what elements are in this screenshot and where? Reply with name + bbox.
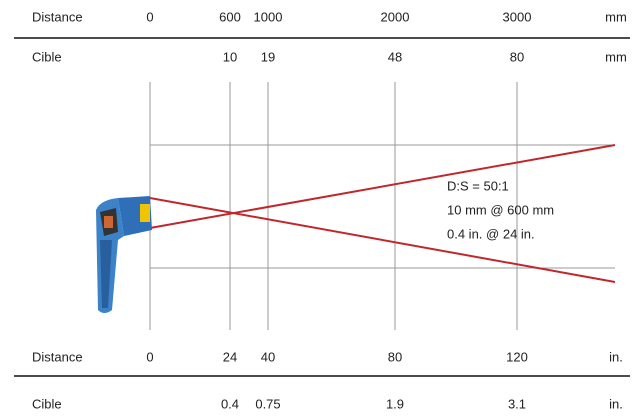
scale-value: 3.1 [508,396,526,411]
unit: mm [605,49,627,64]
scale-value: 48 [388,49,402,64]
scale-value: 1000 [254,9,283,24]
beam-edge [149,197,616,283]
scale-value: 120 [506,349,528,364]
row-label: Cible [32,49,62,64]
annotation: D:S = 50:1 [447,178,509,193]
scale-value: 80 [510,49,524,64]
annotation: 10 mm @ 600 mm [447,202,554,217]
unit: mm [605,9,627,24]
scale-value: 1.9 [386,396,404,411]
scale-value: 0 [146,9,153,24]
beam-edge [149,144,616,229]
row-label: Distance [32,9,83,24]
scale-value: 0.4 [221,396,239,411]
scale-value: 0 [146,349,153,364]
row-label: Cible [32,396,62,411]
scale-value: 600 [219,9,241,24]
scale-value: 2000 [381,9,410,24]
unit: in. [609,349,623,364]
thermometer-icon [96,196,152,313]
scale-value: 19 [261,49,275,64]
annotation: 0.4 in. @ 24 in. [447,226,535,241]
unit: in. [609,396,623,411]
scale-value: 24 [223,349,237,364]
scale-value: 40 [261,349,275,364]
scale-value: 80 [388,349,402,364]
scale-value: 10 [223,49,237,64]
row-label: Distance [32,349,83,364]
scale-value: 3000 [503,9,532,24]
scale-value: 0.75 [255,396,280,411]
